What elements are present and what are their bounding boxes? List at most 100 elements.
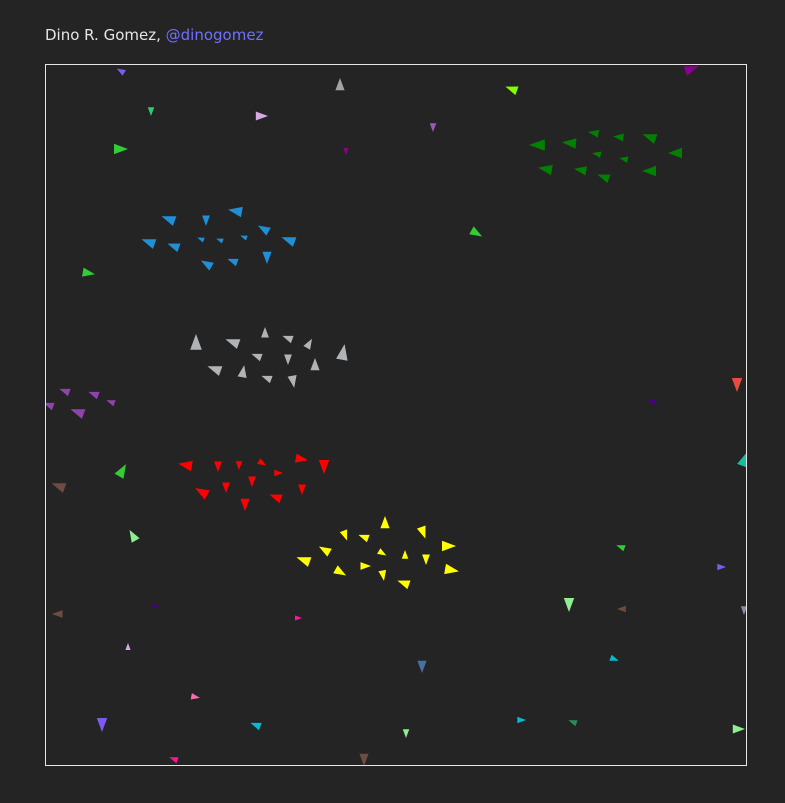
stray-boid-31 xyxy=(517,716,526,724)
flock-4-boid-1 xyxy=(214,461,222,472)
flock-2-boid-3 xyxy=(282,335,294,344)
stray-boid-15 xyxy=(114,464,126,479)
author-handle-link[interactable]: @dinogomez xyxy=(165,26,264,44)
flock-1-boid-2 xyxy=(588,129,600,138)
flock-0-boid-11 xyxy=(227,258,239,267)
flock-1-boid-7 xyxy=(619,156,629,163)
stray-boid-32 xyxy=(568,720,578,727)
flock-5-boid-13 xyxy=(378,569,387,581)
flock-1-boid-8 xyxy=(538,164,553,176)
stray-boid-6 xyxy=(683,66,699,76)
stray-boid-9 xyxy=(469,226,483,237)
stray-boid-0 xyxy=(116,68,126,76)
flock-5-boid-14 xyxy=(397,580,411,590)
stray-boid-1 xyxy=(147,107,155,116)
flock-2-boid-10 xyxy=(261,375,273,384)
flock-5-boid-3 xyxy=(358,534,370,543)
flock-5-boid-2 xyxy=(339,529,348,541)
flock-5-boid-0 xyxy=(296,557,312,567)
flock-0-boid-1 xyxy=(202,215,210,226)
flock-1-boid-4 xyxy=(642,134,658,144)
flock-1-boid-0 xyxy=(529,139,545,151)
stray-boid-4 xyxy=(429,123,437,132)
flock-0-boid-3 xyxy=(141,239,157,249)
flock-2-boid-0 xyxy=(190,334,202,350)
flock-3-boid-0 xyxy=(46,402,55,411)
stray-boid-10 xyxy=(82,267,95,277)
stray-boid-33 xyxy=(732,724,745,734)
flock-0-boid-0 xyxy=(161,216,177,226)
flock-4-boid-11 xyxy=(298,484,306,495)
flock-2-boid-11 xyxy=(287,375,297,388)
stray-boid-12 xyxy=(647,399,657,406)
stray-boid-18 xyxy=(616,545,626,552)
flock-5-boid-10 xyxy=(444,563,459,575)
boids-canvas[interactable] xyxy=(45,64,747,766)
flock-5-boid-7 xyxy=(377,548,387,556)
flock-3-boid-4 xyxy=(70,409,86,419)
stray-boid-3 xyxy=(335,78,345,91)
stray-boid-14 xyxy=(51,483,67,493)
flock-2-boid-7 xyxy=(284,354,292,365)
stray-boid-36 xyxy=(740,606,746,615)
stray-boid-16 xyxy=(129,529,140,543)
flock-1-boid-1 xyxy=(562,138,577,149)
flock-1-boid-9 xyxy=(574,166,587,176)
flock-2-boid-8 xyxy=(207,366,223,376)
flock-4-boid-0 xyxy=(178,460,193,472)
flock-3-boid-3 xyxy=(106,400,116,407)
flock-2-boid-12 xyxy=(310,358,320,371)
flock-4-boid-6 xyxy=(318,460,330,474)
stray-boid-13 xyxy=(737,453,746,468)
flock-3-boid-2 xyxy=(88,391,100,400)
stray-boid-17 xyxy=(563,598,575,612)
flock-1-boid-6 xyxy=(592,151,602,158)
flock-1-boid-10 xyxy=(597,174,611,184)
flock-1-boid-5 xyxy=(668,147,682,159)
stray-boid-8 xyxy=(114,143,128,155)
stray-boid-30 xyxy=(402,729,410,738)
flock-2-boid-6 xyxy=(251,353,263,362)
flock-4-boid-4 xyxy=(274,469,283,477)
stray-boid-24 xyxy=(125,643,131,650)
flock-0-boid-9 xyxy=(281,237,297,247)
flock-0-boid-6 xyxy=(216,238,224,244)
author-separator: , xyxy=(156,26,166,44)
flock-2-boid-5 xyxy=(336,344,348,361)
stray-boid-25 xyxy=(417,660,427,673)
stray-boid-28 xyxy=(190,693,200,700)
flock-4-boid-10 xyxy=(269,494,283,504)
stray-boid-35 xyxy=(359,753,369,765)
flock-2-boid-4 xyxy=(303,338,312,350)
flock-0-boid-4 xyxy=(167,243,181,253)
stray-boid-26 xyxy=(609,654,619,661)
flock-2-boid-2 xyxy=(261,327,269,338)
stray-boid-2 xyxy=(255,111,268,121)
flock-4-boid-8 xyxy=(248,476,256,487)
flock-5-boid-8 xyxy=(401,550,409,559)
flock-0-boid-7 xyxy=(240,235,248,241)
flock-4-boid-3 xyxy=(257,458,267,466)
flock-5-boid-9 xyxy=(422,554,430,565)
flock-5-boid-1 xyxy=(318,546,332,557)
flock-5-boid-11 xyxy=(333,565,347,576)
flock-3-boid-1 xyxy=(59,388,71,397)
stray-boid-21 xyxy=(52,610,63,618)
stray-boid-22 xyxy=(617,605,626,613)
flock-0-boid-10 xyxy=(200,260,214,271)
stray-boid-20 xyxy=(150,604,158,610)
flock-4-boid-2 xyxy=(235,461,243,470)
flock-4-boid-7 xyxy=(222,482,230,493)
stray-boid-23 xyxy=(295,615,302,621)
boids-layer xyxy=(46,66,746,765)
flock-0-boid-12 xyxy=(262,251,272,264)
flock-5-boid-4 xyxy=(380,516,390,529)
flock-4-boid-12 xyxy=(240,498,250,511)
flock-1-boid-11 xyxy=(642,165,656,177)
flock-2-boid-9 xyxy=(237,365,247,378)
flock-1-boid-3 xyxy=(613,133,624,142)
flock-5-boid-5 xyxy=(416,525,426,539)
flock-4-boid-9 xyxy=(195,488,210,500)
flock-5-boid-12 xyxy=(360,562,371,570)
flock-0-boid-5 xyxy=(197,237,205,243)
